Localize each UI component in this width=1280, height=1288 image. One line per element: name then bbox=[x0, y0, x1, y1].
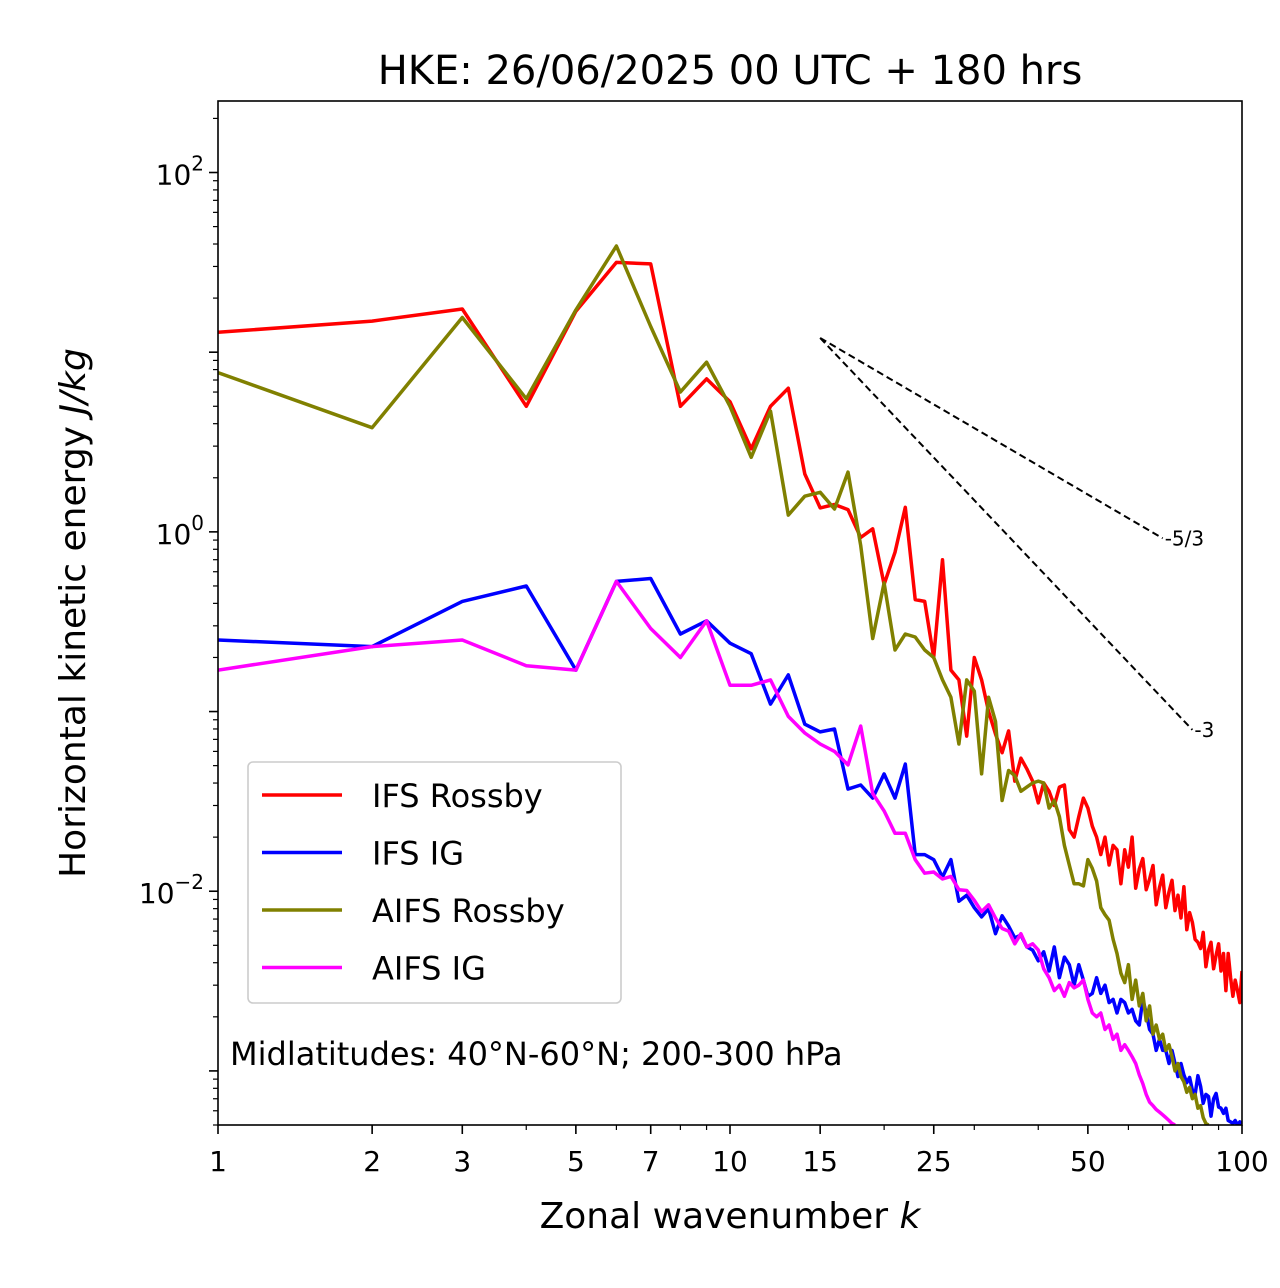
x-axis-ticks: 1 2 3 5 7 10 15 25 50 100 bbox=[209, 1125, 1269, 1178]
x-tick-label: 7 bbox=[642, 1145, 660, 1178]
y-tick-label: 100 bbox=[156, 511, 204, 551]
legend-label-aifs-ig: AIFS IG bbox=[372, 950, 486, 988]
series-layer bbox=[218, 244, 1242, 1125]
series-line-ifs-rossby bbox=[218, 260, 1242, 1005]
x-axis-label: Zonal wavenumber k bbox=[540, 1196, 923, 1237]
slope-line-3 bbox=[819, 337, 1194, 731]
chart-title: HKE: 26/06/2025 00 UTC + 180 hrs bbox=[378, 48, 1083, 94]
series-line-aifs-ig bbox=[218, 579, 1176, 1125]
slope-label-3: -3 bbox=[1194, 718, 1214, 742]
x-tick-label: 3 bbox=[453, 1145, 471, 1178]
y-tick-label: 102 bbox=[156, 152, 204, 192]
x-tick-label: 1 bbox=[209, 1145, 227, 1178]
x-tick-label: 10 bbox=[712, 1145, 748, 1178]
slope-label-5-3: -5/3 bbox=[1165, 526, 1204, 550]
y-axis-label: Horizontal kinetic energy J/kg bbox=[53, 348, 94, 878]
legend-label-ifs-rossby: IFS Rossby bbox=[372, 777, 543, 815]
legend-label-aifs-rossby: AIFS Rossby bbox=[372, 892, 565, 930]
x-tick-label: 25 bbox=[916, 1145, 952, 1178]
y-tick-label: 10−2 bbox=[139, 870, 204, 910]
region-annotation: Midlatitudes: 40°N-60°N; 200-300 hPa bbox=[230, 1035, 843, 1073]
x-tick-label: 2 bbox=[363, 1145, 381, 1178]
slope-line-5-3 bbox=[819, 337, 1164, 540]
legend-frame bbox=[247, 761, 622, 1004]
reference-slopes: -5/3 -3 bbox=[819, 337, 1214, 742]
x-tick-label: 15 bbox=[802, 1145, 838, 1178]
y-axis-ticks: 10−2 100 102 bbox=[139, 117, 218, 1126]
x-tick-label: 5 bbox=[567, 1145, 585, 1178]
x-tick-label: 100 bbox=[1215, 1145, 1268, 1178]
legend: IFS Rossby IFS IG AIFS Rossby AIFS IG bbox=[247, 761, 622, 1004]
legend-label-ifs-ig: IFS IG bbox=[372, 835, 464, 873]
series-line-ifs-ig bbox=[218, 576, 1242, 1125]
series-line-aifs-rossby bbox=[218, 244, 1210, 1125]
x-tick-label: 50 bbox=[1070, 1145, 1106, 1178]
